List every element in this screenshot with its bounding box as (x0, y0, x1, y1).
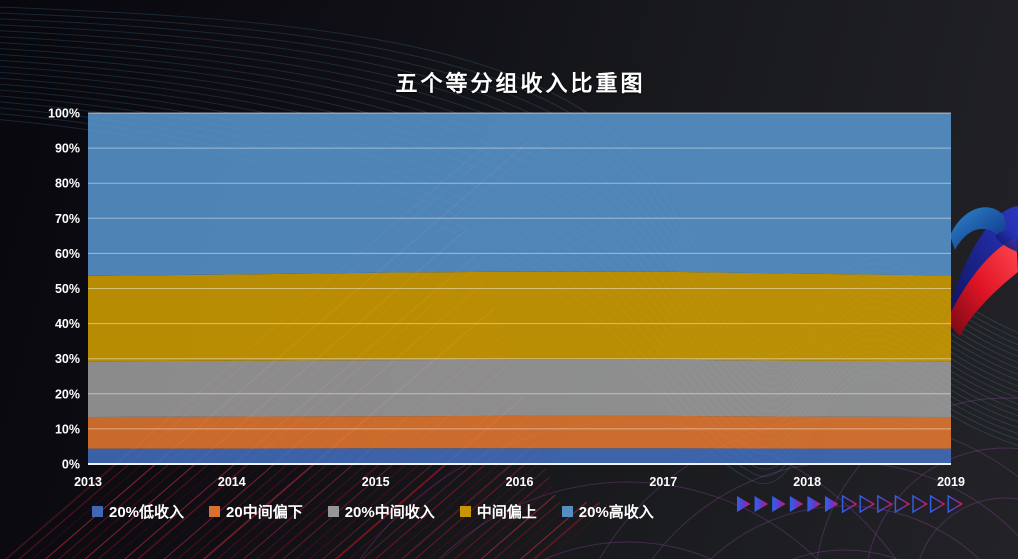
y-tick-label: 100% (48, 107, 80, 121)
y-tick-label: 80% (55, 177, 80, 191)
legend-item-1[interactable]: 20中间偏下 (209, 501, 303, 522)
chart-title: 五个等分组收入比重图 (395, 71, 646, 96)
y-tick-label: 20% (55, 387, 80, 401)
legend-label: 20%低收入 (109, 504, 185, 521)
legend-swatch-icon (209, 506, 221, 517)
area-series-0 (88, 448, 951, 464)
x-tick-label: 2014 (218, 475, 246, 489)
legend-swatch-icon (92, 506, 103, 517)
x-tick-label: 2015 (362, 475, 390, 489)
legend-item-4[interactable]: 20%高收入 (561, 501, 654, 522)
y-tick-label: 40% (55, 317, 80, 331)
y-tick-label: 10% (55, 422, 80, 436)
legend-label: 20中间偏下 (226, 504, 303, 521)
y-tick-label: 50% (55, 282, 80, 296)
x-tick-label: 2017 (649, 475, 677, 489)
legend-label: 中间偏上 (476, 504, 537, 521)
y-tick-label: 30% (55, 352, 80, 366)
legend-item-0[interactable]: 20%低收入 (92, 501, 184, 522)
x-tick-label: 2016 (506, 475, 534, 489)
legend-label: 20%中间收入 (344, 504, 435, 521)
y-tick-label: 60% (55, 247, 80, 261)
x-tick-label: 2019 (937, 475, 965, 489)
x-tick-label: 2018 (793, 475, 821, 489)
triangle-strip-decoration (737, 494, 964, 514)
y-tick-label: 0% (62, 458, 80, 472)
area-series-1 (88, 415, 951, 449)
chart-legend: 20%低收入 20中间偏下 20%中间收入 中间偏上 20%高收入 (92, 501, 654, 522)
area-series-4 (88, 113, 951, 276)
legend-swatch-icon (561, 506, 573, 517)
area-series-3 (88, 271, 951, 362)
legend-label: 20%高收入 (578, 504, 654, 521)
ribbon-decoration (942, 206, 1018, 336)
legend-item-2[interactable]: 20%中间收入 (327, 501, 435, 522)
area-series-2 (88, 359, 951, 417)
x-tick-label: 2013 (74, 475, 102, 489)
legend-swatch-icon (327, 506, 339, 517)
legend-item-3[interactable]: 中间偏上 (459, 501, 537, 522)
legend-swatch-icon (459, 506, 471, 517)
y-tick-label: 70% (55, 212, 80, 226)
y-tick-label: 90% (55, 142, 80, 156)
